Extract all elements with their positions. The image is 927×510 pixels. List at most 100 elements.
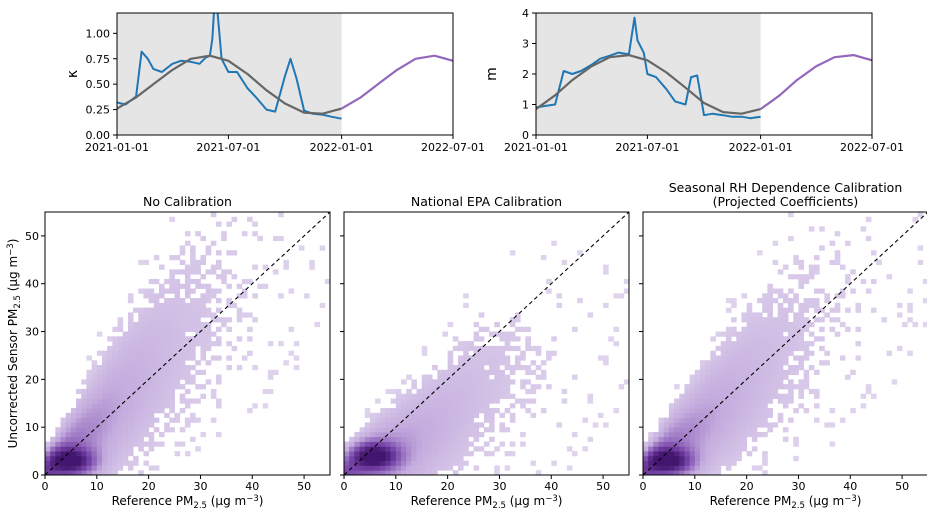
- density-cell: [221, 274, 227, 280]
- density-cell: [411, 403, 417, 409]
- density-cell: [694, 403, 701, 409]
- density-cell: [442, 412, 449, 419]
- density-cell: [478, 326, 485, 332]
- density-cell: [674, 451, 680, 457]
- density-cell: [143, 384, 150, 390]
- density-cell: [762, 398, 768, 404]
- density-cell: [359, 436, 366, 442]
- density-cell: [684, 384, 691, 390]
- density-cell: [76, 417, 82, 423]
- density-cell: [226, 298, 232, 304]
- density-cell: [777, 369, 784, 375]
- density-cell: [603, 269, 609, 275]
- density-cell: [96, 403, 103, 409]
- density-cell: [112, 379, 118, 385]
- density-cell: [153, 326, 160, 332]
- density-cell: [746, 369, 753, 375]
- density-cell: [390, 408, 397, 414]
- density-cell: [746, 398, 753, 404]
- density-cell: [169, 408, 175, 414]
- density-cell: [463, 345, 469, 352]
- density-cell: [603, 355, 609, 361]
- density-cell: [96, 331, 103, 337]
- density-cell: [354, 431, 360, 438]
- density-cell: [731, 417, 737, 423]
- x-tick-label: 40: [245, 480, 259, 493]
- density-cell: [262, 388, 269, 395]
- y-tick-label: 10: [25, 421, 39, 434]
- density-cell: [252, 264, 258, 270]
- density-cell: [153, 393, 160, 399]
- density-cell: [432, 403, 438, 409]
- density-cell: [138, 307, 144, 313]
- density-cell: [772, 384, 779, 390]
- density-cell: [520, 431, 526, 438]
- density-cell: [788, 326, 794, 332]
- density-cell: [195, 446, 201, 452]
- density-cell: [741, 350, 748, 356]
- density-cell: [788, 302, 794, 309]
- density-cell: [442, 403, 449, 409]
- density-cell: [814, 269, 820, 275]
- density-cell: [736, 360, 742, 366]
- density-cell: [133, 412, 139, 419]
- density-cell: [845, 240, 851, 246]
- density-cell: [148, 312, 155, 318]
- density-cell: [81, 455, 87, 462]
- density-cell: [509, 441, 516, 447]
- density-cell: [865, 235, 872, 242]
- density-cell: [845, 278, 851, 285]
- density-cell: [50, 460, 56, 466]
- density-cell: [86, 355, 93, 361]
- density-cell: [143, 403, 150, 409]
- density-cell: [463, 369, 469, 375]
- density-cell: [122, 374, 129, 380]
- density-cell: [138, 431, 144, 438]
- density-cell: [102, 365, 108, 371]
- density-cell: [179, 441, 186, 447]
- density-cell: [499, 441, 506, 447]
- density-cell: [850, 269, 856, 275]
- density-cell: [184, 374, 191, 380]
- density-cell: [401, 427, 407, 433]
- density-cell: [133, 331, 139, 337]
- density-cell: [241, 278, 248, 285]
- density-cell: [715, 408, 722, 414]
- density-cell: [705, 412, 711, 419]
- density-cell: [55, 446, 61, 452]
- density-cell: [715, 388, 722, 395]
- density-cell: [86, 436, 93, 442]
- density-cell: [273, 235, 279, 242]
- density-cell: [700, 422, 706, 428]
- density-cell: [793, 321, 799, 328]
- density-cell: [426, 422, 433, 428]
- density-cell: [452, 384, 459, 390]
- density-cell: [205, 341, 212, 347]
- density-cell: [288, 350, 295, 356]
- density-cell: [385, 470, 392, 475]
- density-cell: [117, 365, 124, 371]
- density-cell: [184, 321, 191, 328]
- density-cell: [390, 441, 397, 447]
- density-cell: [777, 307, 784, 313]
- density-cell: [102, 441, 108, 447]
- density-cell: [432, 431, 438, 438]
- density-cell: [112, 427, 118, 433]
- density-cell: [741, 312, 748, 318]
- density-cell: [390, 446, 397, 452]
- density-cell: [375, 465, 381, 471]
- density-cell: [184, 231, 191, 237]
- density-cell: [107, 470, 113, 475]
- density-cell: [788, 350, 794, 356]
- density-cell: [546, 355, 552, 361]
- density-cell: [395, 431, 402, 438]
- density-cell: [694, 384, 701, 390]
- density-cell: [504, 345, 511, 352]
- density-cell: [700, 408, 706, 414]
- density-cell: [369, 470, 376, 475]
- density-cell: [380, 441, 386, 447]
- density-cell: [76, 412, 82, 419]
- density-cell: [200, 345, 207, 352]
- density-cell: [751, 331, 758, 337]
